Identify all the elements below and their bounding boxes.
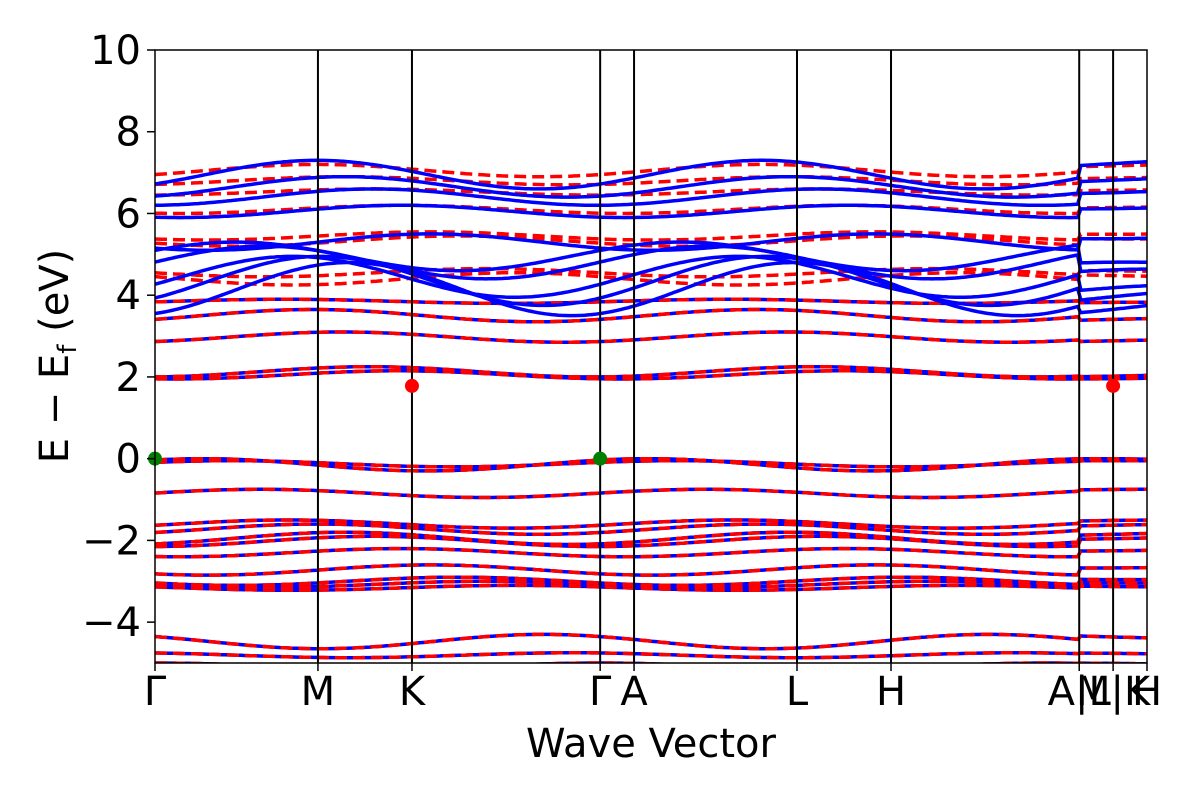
y-axis-ticks: 10 8 6 4 2 0 −2 −4 xyxy=(82,28,155,646)
cbm-marker xyxy=(1106,378,1121,393)
x-tick-label: Γ xyxy=(589,669,612,715)
y-tick-label: −2 xyxy=(82,518,141,564)
band-spin-up-upper xyxy=(155,158,1147,191)
bands-layer xyxy=(155,158,1147,663)
x-axis-label: Wave Vector xyxy=(526,721,777,767)
band-spin-down xyxy=(155,651,1147,660)
y-axis-label-unit: (eV) xyxy=(32,249,78,345)
y-axis-label-main: E − E xyxy=(32,354,78,464)
band-spin-up-upper xyxy=(155,260,1147,318)
high-symmetry-lines xyxy=(316,50,1115,663)
vbm-marker xyxy=(593,451,608,466)
band-spin-up-upper xyxy=(155,232,1147,252)
y-axis-label-subscript: f xyxy=(53,344,83,354)
band-spin-up-upper xyxy=(155,203,1147,220)
band-spin-down xyxy=(155,563,1147,577)
band-spin-up-upper xyxy=(155,174,1147,199)
band-spin-up-upper xyxy=(155,254,1147,299)
band-spin-down xyxy=(155,456,1147,473)
y-axis-label: E − Ef (eV) xyxy=(32,249,83,464)
x-tick-label: H xyxy=(876,669,906,715)
band-spin-down xyxy=(155,546,1147,559)
band-spin-down xyxy=(155,522,1147,537)
x-tick-label: L xyxy=(786,669,809,715)
band-spin-down xyxy=(155,583,1147,593)
y-tick-label: 4 xyxy=(116,273,141,319)
band-spin-down-upper xyxy=(155,162,1147,179)
band-spin-down xyxy=(155,534,1147,549)
y-tick-label: 6 xyxy=(116,191,141,237)
band-spin-down xyxy=(155,369,1147,381)
x-tick-label: H xyxy=(1132,669,1162,715)
y-tick-label: −4 xyxy=(82,600,141,646)
band-spin-down xyxy=(155,487,1147,500)
x-tick-label: Γ xyxy=(144,669,167,715)
band-spin-down xyxy=(155,330,1147,344)
y-tick-label: 8 xyxy=(116,110,141,156)
band-spin-down xyxy=(155,575,1147,588)
y-tick-label: 10 xyxy=(90,28,141,74)
y-tick-label: 0 xyxy=(116,437,141,483)
band-spin-up-upper xyxy=(155,187,1147,208)
x-tick-label: M|K xyxy=(1076,669,1152,715)
cbm-marker xyxy=(404,378,419,393)
band-spin-down xyxy=(155,458,1147,469)
band-spin-down-upper xyxy=(155,230,1147,242)
band-spin-down xyxy=(155,364,1147,379)
band-spin-down xyxy=(155,632,1147,651)
band-spin-down xyxy=(155,518,1147,530)
y-tick-label: 2 xyxy=(116,355,141,401)
x-tick-label: M xyxy=(301,669,336,715)
x-tick-label: K xyxy=(399,669,427,715)
x-tick-label: A|L xyxy=(1048,669,1112,715)
x-axis-ticks: Γ M K Γ A L H A|LM|KH xyxy=(144,663,1162,715)
band-spin-down xyxy=(155,307,1147,324)
band-spin-up-upper xyxy=(155,240,1147,273)
x-tick-label: A xyxy=(620,669,648,715)
plot-frame xyxy=(154,49,1148,664)
band-spin-down xyxy=(155,530,1147,547)
band-spin-down-upper xyxy=(155,266,1147,279)
